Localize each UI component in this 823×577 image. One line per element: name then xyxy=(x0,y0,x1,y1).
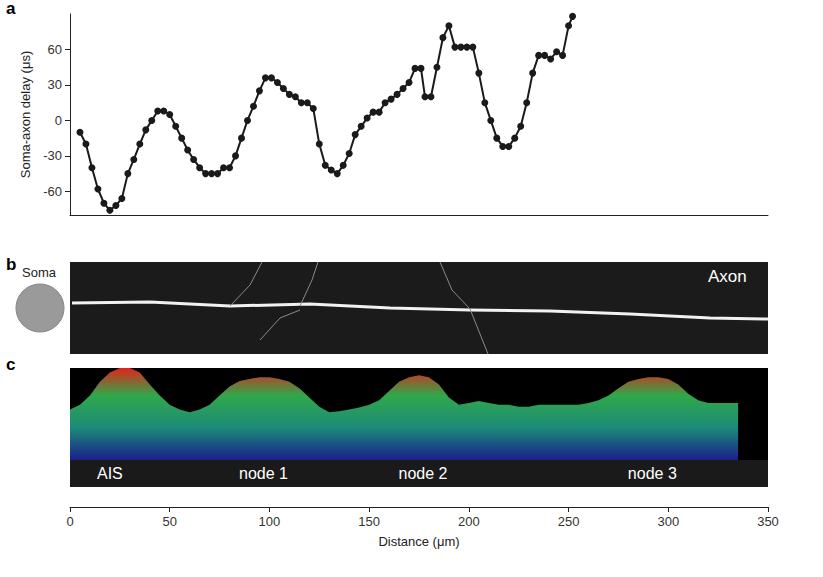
svg-text:b: b xyxy=(6,255,16,274)
svg-text:350: 350 xyxy=(757,514,779,529)
svg-text:c: c xyxy=(6,355,15,374)
svg-text:50: 50 xyxy=(162,514,176,529)
svg-text:150: 150 xyxy=(358,514,380,529)
svg-text:30: 30 xyxy=(48,77,62,92)
svg-text:60: 60 xyxy=(48,42,62,57)
svg-text:0: 0 xyxy=(66,514,73,529)
svg-text:100: 100 xyxy=(259,514,281,529)
svg-text:-30: -30 xyxy=(43,148,62,163)
svg-text:300: 300 xyxy=(657,514,679,529)
svg-text:Soma: Soma xyxy=(22,265,57,280)
svg-text:0: 0 xyxy=(55,113,62,128)
svg-text:250: 250 xyxy=(558,514,580,529)
svg-text:AIS: AIS xyxy=(97,465,123,482)
svg-text:node 3: node 3 xyxy=(628,465,677,482)
svg-text:-60: -60 xyxy=(43,184,62,199)
svg-text:200: 200 xyxy=(458,514,480,529)
svg-text:Soma-axon delay (μs): Soma-axon delay (μs) xyxy=(18,51,33,178)
svg-text:node 2: node 2 xyxy=(399,465,448,482)
svg-text:a: a xyxy=(6,0,16,18)
svg-text:Distance (μm): Distance (μm) xyxy=(378,534,459,549)
svg-text:node 1: node 1 xyxy=(239,465,288,482)
svg-text:Axon: Axon xyxy=(708,267,747,286)
